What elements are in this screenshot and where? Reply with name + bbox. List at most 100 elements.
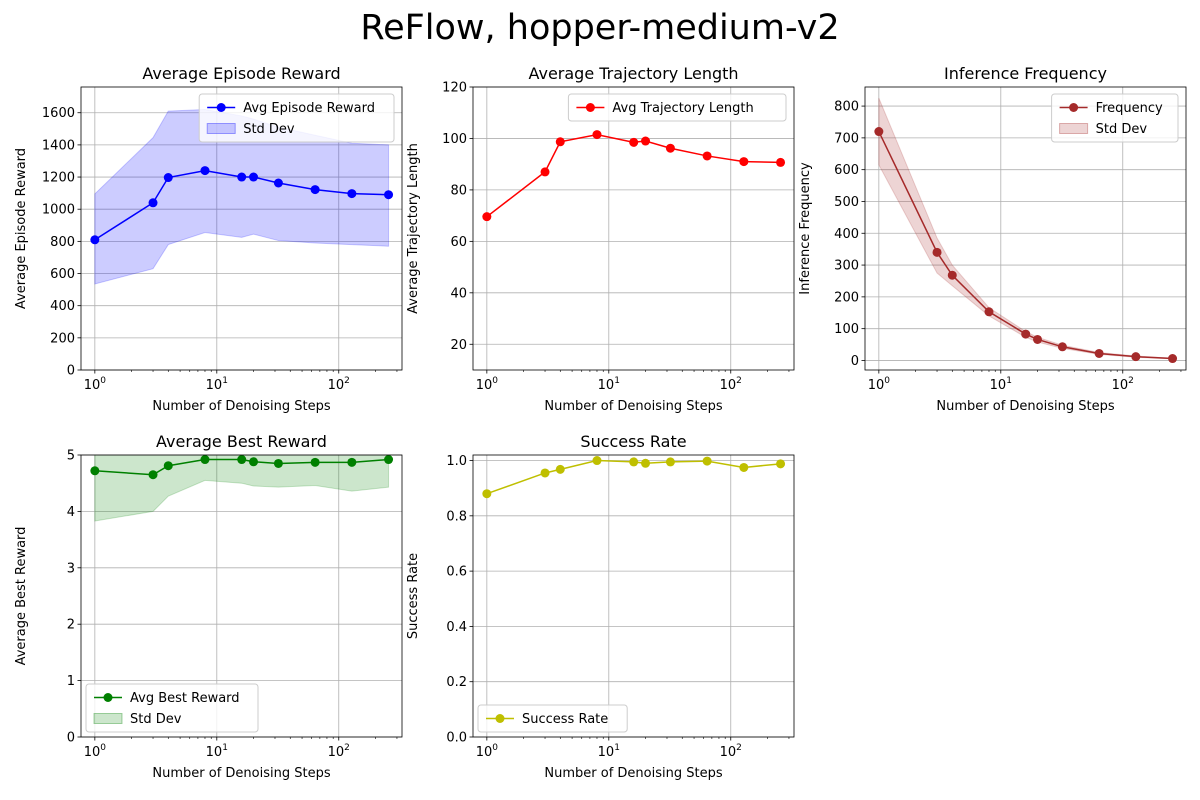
data-point [984,307,994,317]
data-point [540,167,550,177]
legend-box [85,683,259,733]
data-point [1033,334,1043,344]
data-point [874,127,884,137]
y-tick-label: 1000 [42,203,75,218]
std-dev-band [94,455,390,522]
chart-panel-5: 100 101 102 0.0 0.2 0.4 0.6 0.8 1.0 Success Rate N… [406,432,795,781]
data-point [1094,348,1104,358]
x-tick-label: 101 [990,376,1012,393]
data-point [148,198,158,208]
data-point [200,455,210,465]
data-point [310,457,320,467]
legend: Avg Best Reward Std Dev [85,683,259,733]
legend-box [477,704,628,733]
series-line [486,133,781,218]
legend-marker-swatch [103,693,113,702]
chart-title: Average Best Reward [156,432,327,451]
data-point [739,157,749,167]
chart-title: Success Rate [580,432,686,451]
data-point [932,247,942,257]
y-tick-label: 0 [67,731,75,746]
data-point [347,457,357,467]
figure-title: ReFlow, hopper-medium-v2 [360,8,840,48]
y-tick-label: 500 [834,195,859,210]
chart-title: Average Episode Reward [142,64,340,83]
legend: Avg Episode Reward Std Dev [198,93,395,143]
data-point [592,130,602,140]
data-point [1021,329,1031,339]
y-tick-label: 0.8 [446,509,467,524]
x-tick-label: 100 [84,376,107,393]
y-tick-label: 20 [450,338,467,353]
y-tick-label: 4 [67,505,75,520]
legend-label: Avg Best Reward [130,691,240,706]
data-point [665,143,675,153]
data-point [90,466,100,476]
data-point [629,457,639,467]
x-axis-label: Number of Denoising Steps [544,399,722,414]
x-tick-label: 102 [328,376,350,393]
legend-label: Std Dev [130,712,182,727]
chart-title: Average Trajectory Length [528,64,738,83]
y-tick-label: 600 [50,267,75,282]
legend-marker-swatch [216,103,226,112]
y-axis-label: Inference Frequency [798,162,813,295]
legend: Success Rate [477,704,628,733]
legend: Avg Trajectory Length [567,93,787,122]
legend-patch-swatch [206,123,236,134]
y-axis-label: Average Best Reward [14,527,29,666]
data-point [384,455,394,465]
y-tick-label: 800 [50,235,75,250]
y-tick-label: 100 [442,132,467,147]
y-tick-label: 3 [67,561,75,576]
data-point [482,212,492,222]
data-point [739,462,749,472]
x-tick-label: 101 [206,743,228,760]
chart-panel-4: 100 101 102 0 1 2 3 4 5 Average Best Reward Number… [14,432,403,781]
y-axis-label: Success Rate [406,553,421,639]
x-axis-label: Number of Denoising Steps [544,766,722,781]
legend-label: Std Dev [1096,122,1148,137]
legend-label: Avg Trajectory Length [612,101,753,116]
data-point [347,189,357,199]
data-point [237,455,247,465]
legend-patch-swatch [93,713,123,724]
data-point [249,172,259,182]
series-line [486,459,781,495]
data-point [702,456,712,466]
plot-frame [864,86,1187,371]
plot-frame [80,454,403,738]
x-tick-label: 100 [868,376,891,393]
series-line [94,169,389,241]
legend-marker-swatch [495,714,505,723]
data-point [776,157,786,167]
data-point [776,459,786,469]
x-tick-label: 100 [476,376,499,393]
y-tick-label: 400 [834,227,859,242]
y-tick-label: 0 [851,354,859,369]
data-point [163,461,173,471]
chart-panel-1: 100 101 102 0 200 400 600 800 1000 1200 1400 1600 Av… [14,64,403,414]
legend-marker-swatch [1069,103,1079,112]
y-tick-label: 60 [450,235,467,250]
x-tick-label: 102 [1112,376,1134,393]
data-point [482,489,492,499]
legend-box [198,93,395,143]
y-tick-label: 1.0 [446,454,467,469]
y-tick-label: 2 [67,618,75,633]
legend-label: Std Dev [243,122,295,137]
y-tick-label: 1200 [42,171,75,186]
y-tick-label: 700 [834,131,859,146]
y-tick-label: 40 [450,286,467,301]
data-point [90,235,100,245]
data-point [237,172,247,182]
y-tick-label: 0.2 [446,675,467,690]
y-tick-label: 400 [50,299,75,314]
data-point [273,178,283,188]
x-tick-label: 100 [476,743,499,760]
data-point [629,137,639,147]
data-point [555,137,565,147]
x-tick-label: 102 [720,376,742,393]
legend-box [567,93,787,122]
